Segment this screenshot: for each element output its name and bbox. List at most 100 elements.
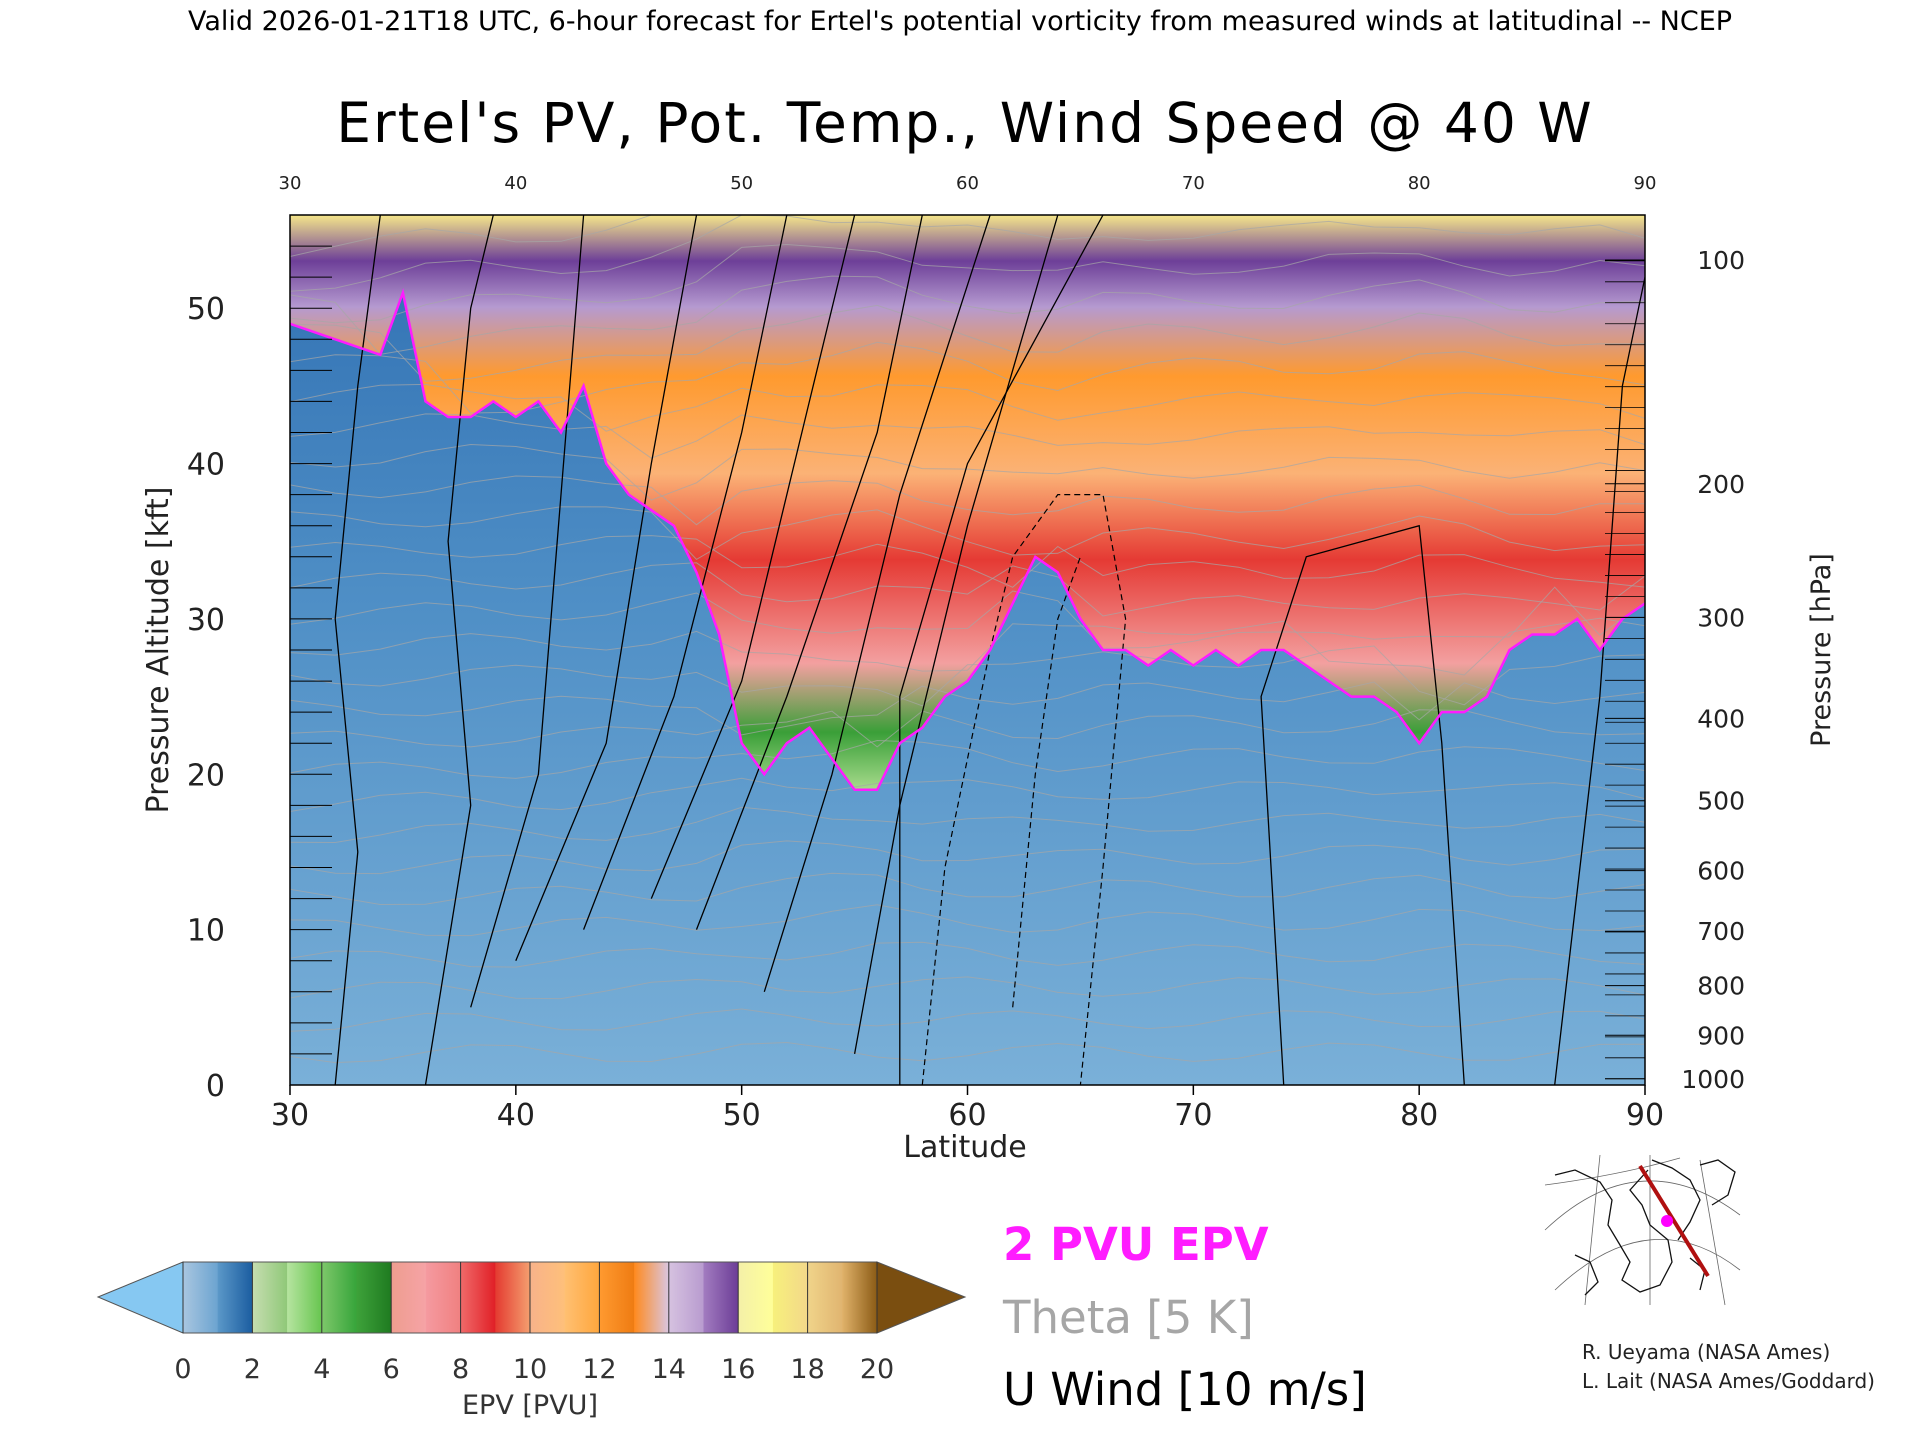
y-tick-label: 20 xyxy=(187,758,225,793)
colorbar-bin xyxy=(703,1262,739,1333)
theta-contour xyxy=(290,976,1645,1000)
section-track-line xyxy=(1638,1164,1710,1278)
plot-area: 30 40 50 60 70 80 90 30 40 50 60 70 80 90 0 10 20 30 40 5… xyxy=(187,173,1745,1133)
colorbar-tick-label: 16 xyxy=(721,1354,755,1385)
u-wind-contour xyxy=(515,215,698,961)
theta-contour xyxy=(290,941,1645,968)
section-marker xyxy=(1661,1215,1673,1227)
colorbar-tick-label: 18 xyxy=(790,1354,824,1385)
colorbar-bin xyxy=(183,1262,219,1333)
top-tick-label: 50 xyxy=(730,173,753,194)
colorbar-bin xyxy=(564,1262,600,1333)
top-tick-label: 70 xyxy=(1182,173,1205,194)
colorbar-tick-label: 2 xyxy=(244,1354,261,1385)
colorbar-tick-label: 14 xyxy=(652,1354,686,1385)
u-wind-contour xyxy=(763,215,991,992)
y-tick-label: 10 xyxy=(187,914,225,949)
x-tick-label: 40 xyxy=(497,1098,535,1133)
pressure-tick-label: 600 xyxy=(1697,857,1745,886)
pressure-axis-ticks: 100 200 300 400 500 600 700 800 900 1000 xyxy=(1605,246,1745,1094)
colorbar-bin xyxy=(530,1262,566,1333)
theta-contour xyxy=(290,383,1645,432)
y-tick-label: 40 xyxy=(187,448,225,483)
theta-contour xyxy=(290,304,1645,382)
u-wind-contour xyxy=(899,215,1104,1085)
colorbar-bin xyxy=(321,1262,357,1333)
colorbar-tick-label: 6 xyxy=(383,1354,400,1385)
legend-2pvu: 2 PVU EPV xyxy=(1003,1218,1269,1271)
colorbar-under-arrow xyxy=(96,1261,184,1334)
colorbar-bin xyxy=(356,1262,392,1333)
legend-u-wind: U Wind [10 m/s] xyxy=(1003,1363,1367,1416)
pressure-tick-label: 500 xyxy=(1697,787,1745,816)
inset-map xyxy=(1544,1154,1741,1306)
theta-contour xyxy=(290,739,1645,779)
theta-contour xyxy=(290,443,1645,501)
theta-contour xyxy=(290,777,1645,812)
theta-contour xyxy=(290,215,1645,292)
colorbar-bin xyxy=(772,1262,809,1333)
x-tick-label: 90 xyxy=(1626,1098,1664,1133)
theta-contour xyxy=(290,806,1645,844)
colorbar-bin xyxy=(217,1262,253,1333)
top-tick-label: 40 xyxy=(504,173,527,194)
colorbar-bin xyxy=(842,1262,878,1333)
top-tick-label: 30 xyxy=(279,173,302,194)
y-tick-label: 30 xyxy=(187,603,225,638)
colorbar-tick-label: 4 xyxy=(313,1354,330,1385)
colorbar-bin xyxy=(252,1262,288,1333)
y-tick-label: 50 xyxy=(187,292,225,327)
colorbar-bin xyxy=(738,1262,774,1333)
y-axis-label: Pressure Altitude [kft] xyxy=(141,487,176,814)
colorbar-bin xyxy=(599,1262,635,1333)
theta-contour xyxy=(290,413,1645,459)
u-wind-contour xyxy=(853,215,1059,1055)
theta-contour xyxy=(290,475,1645,526)
legend-theta: Theta [5 K] xyxy=(1002,1291,1254,1344)
theta-contour xyxy=(290,872,1645,906)
u-wind-contour xyxy=(650,215,856,899)
y-axis-ticks: 0 10 20 30 40 50 xyxy=(187,214,332,1104)
theta-contour xyxy=(290,1041,1645,1064)
colorbar-bin xyxy=(807,1262,843,1333)
pressure-tick-label: 900 xyxy=(1697,1021,1745,1050)
u-wind-negative-contour xyxy=(1012,556,1081,1008)
credit-line-1: R. Ueyama (NASA Ames) xyxy=(1582,1340,1830,1364)
colorbar-over-arrow xyxy=(876,1261,967,1334)
epv-colorbar: 0 2 4 6 8 10 12 14 16 18 20 EPV [PVU] xyxy=(96,1261,967,1421)
colorbar-tick-label: 0 xyxy=(174,1354,191,1385)
stratosphere-field xyxy=(290,215,1645,790)
pressure-tick-label: 1000 xyxy=(1681,1065,1745,1094)
theta-contour xyxy=(290,243,1645,324)
theta-contour xyxy=(290,617,1645,676)
colorbar-bin xyxy=(287,1262,323,1333)
u-wind-contour xyxy=(1260,524,1465,1085)
u-wind-contours xyxy=(334,215,1645,1085)
theta-contour xyxy=(290,645,1645,707)
pressure-axis-label: Pressure [hPa] xyxy=(1806,553,1837,747)
x-tick-label: 70 xyxy=(1174,1098,1212,1133)
colorbar-bin xyxy=(391,1262,427,1333)
theta-contour xyxy=(290,681,1645,736)
u-wind-contour xyxy=(424,215,494,1085)
colorbar-bin xyxy=(495,1262,531,1333)
u-wind-negative-contour xyxy=(921,494,1127,1085)
theta-contour xyxy=(290,275,1645,355)
u-wind-contour xyxy=(334,215,381,1085)
chart-title: Ertel's PV, Pot. Temp., Wind Speed @ 40 … xyxy=(336,91,1593,155)
pressure-tick-label: 100 xyxy=(1697,246,1745,275)
colorbar-bin xyxy=(668,1262,704,1333)
u-wind-contour xyxy=(695,215,923,930)
credit-line-2: L. Lait (NASA Ames/Goddard) xyxy=(1582,1369,1875,1393)
theta-contour xyxy=(290,904,1645,937)
x-axis-ticks: 30 40 50 60 70 80 90 xyxy=(271,1085,1664,1133)
theta-contour xyxy=(290,535,1645,588)
theta-contour xyxy=(290,840,1645,875)
pressure-tick-label: 800 xyxy=(1697,972,1745,1001)
colorbar-bin xyxy=(425,1262,462,1333)
u-wind-contour xyxy=(1554,276,1645,1085)
top-tick-label: 80 xyxy=(1408,173,1431,194)
theta-contour xyxy=(290,586,1645,649)
top-tick-label: 60 xyxy=(956,173,979,194)
